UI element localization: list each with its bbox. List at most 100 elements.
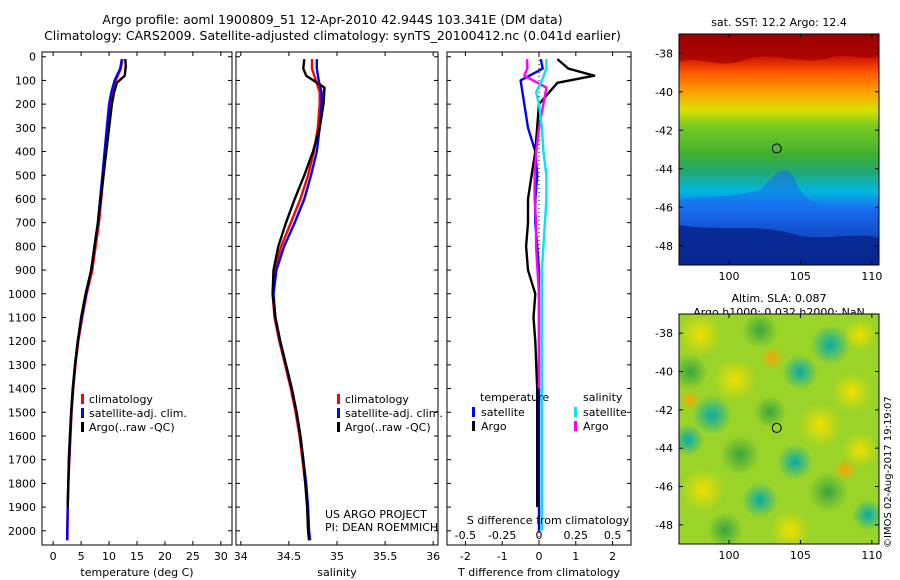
x-axis-label: T difference from climatology bbox=[457, 566, 620, 579]
y-tick-label: 1900 bbox=[8, 501, 36, 514]
sla-anomaly bbox=[777, 444, 813, 480]
y-tick-label: 1100 bbox=[8, 311, 36, 324]
map-y-tick-label: -42 bbox=[655, 404, 673, 417]
x-tick-label: -2 bbox=[460, 550, 471, 563]
legend-label-t-satellite: satellite bbox=[481, 406, 525, 419]
salinity-legend: climatology satellite-adj. clim. Argo(..… bbox=[337, 393, 443, 434]
series-line-s-satellite bbox=[534, 59, 548, 531]
legend-swatch-argo bbox=[81, 422, 84, 432]
difference-panel: -2 -1 0 1 2 T difference from climatology -0.5… bbox=[446, 51, 632, 579]
map-y-tick-label: -48 bbox=[655, 240, 673, 253]
x-tick-label: 36 bbox=[426, 550, 440, 563]
sla-anomaly bbox=[692, 395, 732, 435]
legend-label-climatology: climatology bbox=[89, 393, 153, 406]
temperature-legend: climatology satellite-adj. clim. Argo(..… bbox=[81, 393, 187, 434]
map-y-tick-label: -40 bbox=[655, 86, 673, 99]
legend-swatch-satellite bbox=[81, 408, 84, 418]
x-tick-label: 34 bbox=[234, 550, 248, 563]
legend-label-argo: Argo(..raw -QC) bbox=[345, 421, 431, 434]
sla-anomaly bbox=[742, 482, 778, 518]
series-line-argo bbox=[66, 59, 128, 508]
sla-anomaly bbox=[760, 346, 784, 370]
figure-title-line1: Argo profile: aoml 1900809_51 12-Apr-201… bbox=[102, 12, 563, 27]
x-tick-label: -1 bbox=[497, 550, 508, 563]
salinity-panel: 34 34.5 35 35.5 36 salinity bbox=[234, 51, 440, 579]
sla-anomaly bbox=[842, 432, 878, 468]
sla-anomaly bbox=[679, 354, 708, 390]
s-tick-label: 0.5 bbox=[604, 529, 622, 542]
legend-swatch-satellite bbox=[337, 408, 340, 418]
s-tick-label: -0.5 bbox=[455, 529, 476, 542]
map-x-tick-label: 100 bbox=[719, 549, 740, 562]
map-y-tick-label: -46 bbox=[655, 481, 673, 494]
legend-swatch-s-argo bbox=[574, 421, 577, 431]
y-tick-label: 1700 bbox=[8, 454, 36, 467]
y-tick-label: 2000 bbox=[8, 525, 36, 538]
y-tick-label: 1200 bbox=[8, 335, 36, 348]
legend-label-s-argo: Argo bbox=[583, 420, 609, 433]
sla-anomaly bbox=[808, 472, 848, 512]
y-tick-label: 600 bbox=[15, 193, 36, 206]
map-x-tick-label: 110 bbox=[861, 270, 882, 283]
imos-watermark: ©IMOS 02-Aug-2017 19:19:07 bbox=[883, 396, 894, 548]
y-tick-label: 1400 bbox=[8, 383, 36, 396]
sla-anomaly-pattern bbox=[679, 314, 879, 544]
temperature-panel: 0100200300400500600700800900100011001200… bbox=[8, 51, 233, 579]
legend-swatch-t-satellite bbox=[472, 407, 475, 417]
legend-label-climatology: climatology bbox=[345, 393, 409, 406]
series-line-climatology bbox=[271, 59, 321, 541]
map-y-tick-label: -38 bbox=[655, 327, 673, 340]
argo-position-marker bbox=[771, 422, 782, 433]
sla-anomaly bbox=[742, 314, 778, 348]
legend-label-argo: Argo(..raw -QC) bbox=[89, 421, 175, 434]
y-tick-label: 500 bbox=[15, 169, 36, 182]
x-axis-label: temperature (deg C) bbox=[80, 566, 193, 579]
s-tick-label: -0.25 bbox=[488, 529, 516, 542]
x-tick-label: 20 bbox=[158, 550, 172, 563]
legend-title-salinity: salinity bbox=[583, 391, 623, 404]
sla-anomaly bbox=[810, 325, 850, 365]
legend-swatch-s-satellite bbox=[574, 407, 577, 417]
legend-title-temperature: temperature bbox=[480, 391, 549, 404]
pi-annotation: PI: DEAN ROEMMICH bbox=[325, 521, 438, 534]
figure-title-line2: Climatology: CARS2009. Satellite-adjuste… bbox=[44, 28, 621, 43]
sla-anomaly bbox=[770, 510, 810, 544]
sla-anomaly bbox=[782, 354, 818, 390]
sla-anomaly bbox=[852, 499, 879, 531]
sla-anomaly bbox=[832, 372, 872, 412]
series-line-satellite-adj-clim bbox=[65, 58, 124, 541]
x-tick-label: 2 bbox=[609, 550, 616, 563]
difference-legend: temperature salinity satellite Argo sate… bbox=[472, 391, 627, 433]
sla-map-frame bbox=[678, 313, 880, 545]
y-tick-label: 700 bbox=[15, 217, 36, 230]
legend-label-s-satellite: satellite bbox=[583, 406, 627, 419]
legend-swatch-climatology bbox=[337, 394, 340, 404]
x-tick-label: 35 bbox=[330, 550, 344, 563]
s-tick-label: 0.25 bbox=[564, 529, 589, 542]
sla-anomaly bbox=[798, 403, 842, 447]
x-tick-label: 34.5 bbox=[277, 550, 302, 563]
map-y-tick-label: -44 bbox=[655, 442, 673, 455]
sla-anomaly bbox=[707, 512, 743, 544]
map-y-tick-label: -38 bbox=[655, 47, 673, 60]
sst-map-frame bbox=[678, 33, 880, 266]
sla-anomaly bbox=[681, 468, 725, 512]
x-axis-label: salinity bbox=[317, 566, 357, 579]
legend-label-t-argo: Argo bbox=[481, 420, 507, 433]
plot-frame bbox=[41, 51, 233, 546]
y-tick-label: 1500 bbox=[8, 406, 36, 419]
sla-anomaly bbox=[720, 435, 760, 475]
s-tick-label: 0 bbox=[536, 529, 543, 542]
x-tick-label: 0 bbox=[50, 550, 57, 563]
y-tick-label: 0 bbox=[29, 51, 36, 64]
s-difference-label: S difference from climatology bbox=[467, 514, 630, 527]
y-tick-label: 200 bbox=[15, 98, 36, 111]
series-line-satellite-adj-clim bbox=[272, 59, 323, 541]
y-tick-label: 1300 bbox=[8, 359, 36, 372]
y-tick-label: 1800 bbox=[8, 477, 36, 490]
sst-deep-cold-region bbox=[679, 225, 879, 265]
sst-map: sat. SST: 12.2 Argo: 12.4 -38 -40 -42 -44 -4… bbox=[655, 16, 882, 283]
x-tick-label: 0 bbox=[536, 550, 543, 563]
series-line-climatology bbox=[66, 58, 124, 541]
